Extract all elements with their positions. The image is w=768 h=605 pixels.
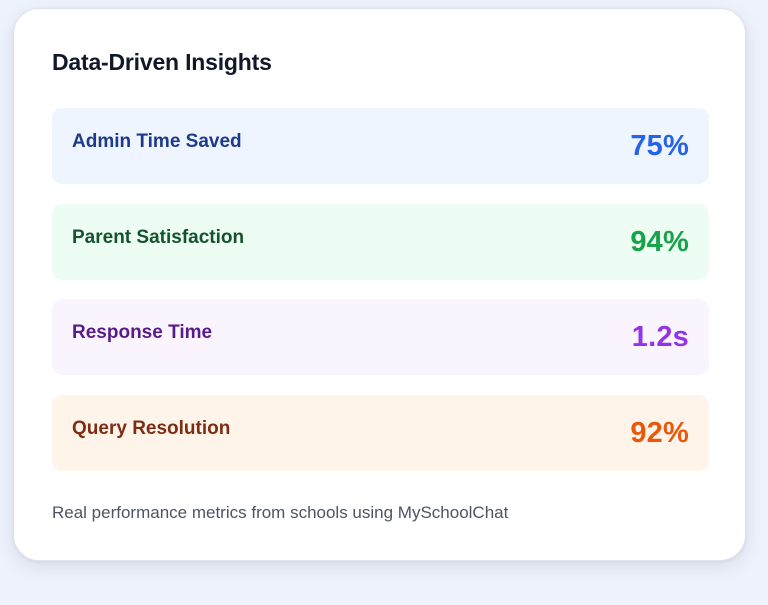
metric-label: Query Resolution bbox=[72, 418, 231, 439]
metric-query-resolution: Query Resolution 92% bbox=[52, 395, 709, 471]
metric-response-time: Response Time 1.2s bbox=[52, 299, 709, 375]
metric-value: 94% bbox=[630, 226, 689, 258]
card-title: Data-Driven Insights bbox=[52, 49, 272, 75]
metric-value: 75% bbox=[630, 130, 689, 162]
footnote: Real performance metrics from schools us… bbox=[52, 503, 509, 522]
metric-parent-satisfaction: Parent Satisfaction 94% bbox=[52, 204, 709, 280]
metric-admin-time-saved: Admin Time Saved 75% bbox=[52, 108, 709, 184]
metric-value: 92% bbox=[630, 417, 689, 449]
metric-label: Admin Time Saved bbox=[72, 131, 242, 152]
metric-label: Parent Satisfaction bbox=[72, 227, 245, 248]
insights-card: Data-Driven Insights Admin Time Saved 75… bbox=[13, 8, 746, 561]
metric-value: 1.2s bbox=[631, 321, 689, 353]
metric-label: Response Time bbox=[72, 322, 213, 343]
